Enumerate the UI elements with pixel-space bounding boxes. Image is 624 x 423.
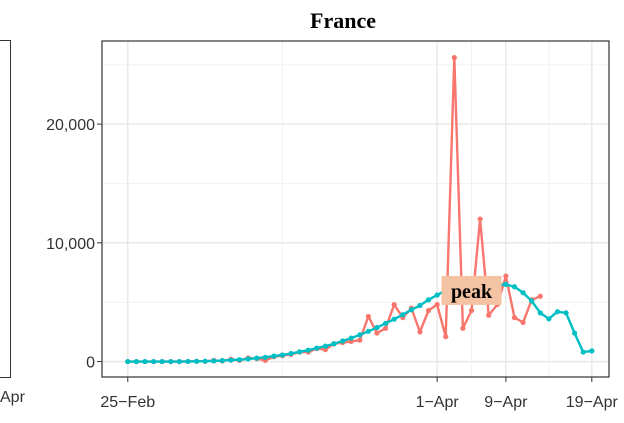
data-point: [486, 312, 492, 318]
data-point: [425, 307, 432, 314]
data-point: [537, 310, 543, 316]
y-tick-label: 10,000: [46, 236, 95, 253]
data-point: [159, 358, 165, 365]
x-tick-label: 19−Apr: [566, 394, 619, 411]
data-point: [331, 341, 337, 347]
data-point: [314, 345, 320, 351]
data-point: [176, 358, 182, 365]
data-point: [589, 348, 595, 354]
data-point: [340, 338, 346, 344]
data-point: [382, 320, 389, 326]
data-point: [211, 358, 217, 364]
data-point: [400, 312, 406, 318]
data-point: [572, 330, 578, 336]
data-point: [133, 358, 139, 365]
data-point: [365, 313, 371, 320]
data-point: [142, 358, 148, 365]
peak-label-box: [441, 275, 502, 305]
data-point: [554, 309, 561, 315]
data-point: [262, 354, 268, 360]
plot-panel: [102, 41, 609, 377]
neighbor-panel-tick-label: Apr: [0, 389, 25, 406]
data-point: [185, 358, 191, 365]
data-point: [279, 352, 286, 358]
y-tick-label: 0: [86, 355, 95, 372]
data-point: [417, 302, 423, 309]
data-point: [305, 347, 311, 353]
data-point: [417, 329, 423, 335]
data-point: [382, 325, 389, 331]
data-point: [254, 355, 260, 361]
peak-annotation: peak: [441, 275, 502, 305]
data-point: [322, 343, 329, 349]
data-point: [357, 332, 363, 338]
data-point: [374, 330, 380, 336]
x-tick-label: 25−Feb: [100, 394, 155, 411]
data-point: [537, 293, 543, 299]
data-point: [520, 319, 526, 325]
y-tick-label: 20,000: [46, 117, 95, 134]
data-point: [348, 335, 354, 341]
data-point: [365, 328, 371, 334]
data-point: [297, 349, 303, 355]
peak-label: peak: [451, 281, 493, 303]
data-point: [434, 292, 440, 298]
data-point: [425, 297, 432, 303]
data-point: [520, 290, 526, 296]
data-point: [511, 284, 518, 290]
data-point: [193, 358, 200, 364]
data-point: [245, 356, 251, 362]
data-point: [150, 358, 157, 365]
data-point: [529, 298, 535, 304]
chart-title: France: [310, 8, 376, 33]
data-point: [511, 315, 518, 321]
axes: 0 10,000 20,000 25−Feb 1−Apr 9−Apr 19−Apr: [46, 117, 618, 411]
data-point: [503, 281, 509, 287]
data-point: [408, 307, 414, 313]
x-tick-label: 1−Apr: [416, 394, 460, 411]
data-point: [546, 316, 552, 322]
data-point: [468, 307, 475, 314]
data-point: [202, 358, 208, 364]
data-point: [125, 358, 131, 365]
data-point: [357, 337, 363, 343]
data-point: [434, 301, 440, 308]
data-point: [443, 334, 449, 340]
grid-lines: [102, 41, 609, 377]
data-point: [460, 325, 466, 331]
data-point: [219, 358, 225, 364]
series-lines: [125, 55, 595, 365]
x-tick-label: 9−Apr: [484, 394, 528, 411]
data-point: [288, 350, 294, 357]
data-point: [580, 349, 586, 355]
data-point: [322, 347, 329, 353]
neighbor-panel-frame: [0, 40, 11, 378]
data-point: [477, 216, 483, 222]
data-point: [236, 357, 243, 363]
plot-frame: [101, 40, 610, 378]
data-point: [228, 357, 234, 363]
data-point: [503, 273, 509, 279]
data-point: [563, 310, 569, 316]
data-point: [391, 316, 397, 322]
data-point: [391, 301, 397, 308]
data-point: [271, 353, 277, 359]
data-point: [168, 358, 174, 365]
data-point: [374, 324, 380, 331]
data-point: [451, 55, 457, 61]
